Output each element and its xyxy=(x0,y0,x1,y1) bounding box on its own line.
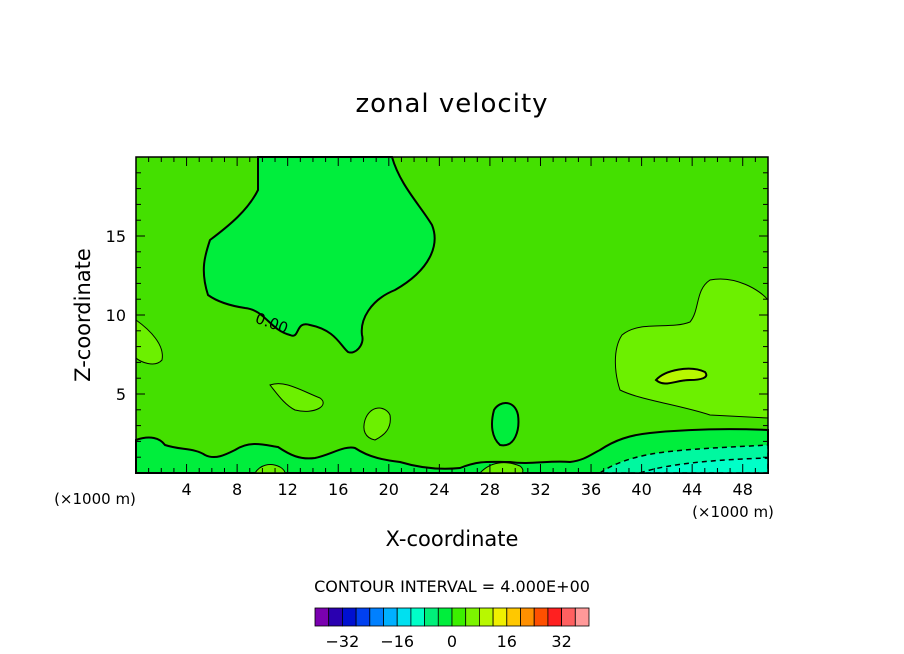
x-unit-right: (×1000 m) xyxy=(692,503,774,521)
colorbar-swatch xyxy=(451,607,467,627)
colorbar-swatch xyxy=(396,607,412,627)
x-unit-left: (×1000 m) xyxy=(54,490,136,508)
x-tick-label: 28 xyxy=(480,480,500,499)
x-tick-label: 12 xyxy=(278,480,298,499)
positive-cell-right xyxy=(614,278,769,419)
colorbar-tick-label: 32 xyxy=(551,632,571,651)
colorbar-swatch xyxy=(492,607,508,627)
surface-band xyxy=(135,428,769,474)
y-axis-label: Z-coordinate xyxy=(71,248,95,382)
colorbar-swatch xyxy=(465,607,480,627)
x-tick-label: 44 xyxy=(682,480,702,499)
colorbar-swatch xyxy=(574,607,590,627)
colorbar xyxy=(314,607,590,627)
x-axis-label: X-coordinate xyxy=(386,527,519,551)
colorbar-swatch xyxy=(341,607,357,627)
colorbar-swatch xyxy=(369,607,384,627)
x-tick-label: 36 xyxy=(581,480,601,499)
colorbar-swatch xyxy=(533,607,549,627)
colorbar-swatch xyxy=(410,607,425,627)
colorbar-swatch xyxy=(437,607,453,627)
x-tick-label: 32 xyxy=(530,480,550,499)
colorbar-tick-label: −32 xyxy=(326,632,360,651)
contour-interval: CONTOUR INTERVAL = 4.000E+00 xyxy=(314,577,590,596)
colorbar-swatch xyxy=(424,607,439,627)
x-tick-label: 48 xyxy=(733,480,753,499)
negative-patch-28 xyxy=(491,402,520,447)
colorbar-swatch xyxy=(328,607,343,627)
x-tick-label: 40 xyxy=(631,480,651,499)
colorbar-swatch xyxy=(506,607,521,627)
x-tick-label: 20 xyxy=(379,480,399,499)
x-axis: 4 8 12 16 20 24 28 32 36 40 44 48 xyxy=(148,157,756,499)
colorbar-swatch xyxy=(520,607,535,627)
x-tick-label: 8 xyxy=(232,480,242,499)
colorbar-tick-label: 16 xyxy=(497,632,517,651)
positive-patch-mid xyxy=(269,383,324,412)
field-background xyxy=(136,157,768,473)
positive-patch-center xyxy=(363,407,391,441)
y-tick-label: 15 xyxy=(106,227,126,246)
chart-title: zonal velocity xyxy=(355,89,548,119)
colorbar-tick-label: −16 xyxy=(380,632,414,651)
colorbar-swatch xyxy=(314,607,330,627)
positive-cell-right-core xyxy=(654,367,708,385)
x-tick-label: 24 xyxy=(429,480,449,499)
x-tick-label: 16 xyxy=(328,480,348,499)
colorbar-swatch xyxy=(478,607,494,627)
y-axis: 5 10 15 xyxy=(106,172,768,458)
colorbar-tick-label: 0 xyxy=(447,632,457,651)
y-tick-label: 5 xyxy=(116,385,126,404)
colorbar-swatch xyxy=(547,607,563,627)
negative-cell-upper xyxy=(202,156,436,354)
colorbar-swatch xyxy=(355,607,371,627)
plot-area: 0.00 xyxy=(135,156,769,474)
x-tick-label: 4 xyxy=(181,480,191,499)
colorbar-ticks: −32 −16 0 16 32 xyxy=(326,632,572,651)
y-tick-label: 10 xyxy=(106,306,126,325)
colorbar-swatch xyxy=(561,607,576,627)
positive-patch-left xyxy=(135,319,163,365)
colorbar-swatch xyxy=(383,607,398,627)
